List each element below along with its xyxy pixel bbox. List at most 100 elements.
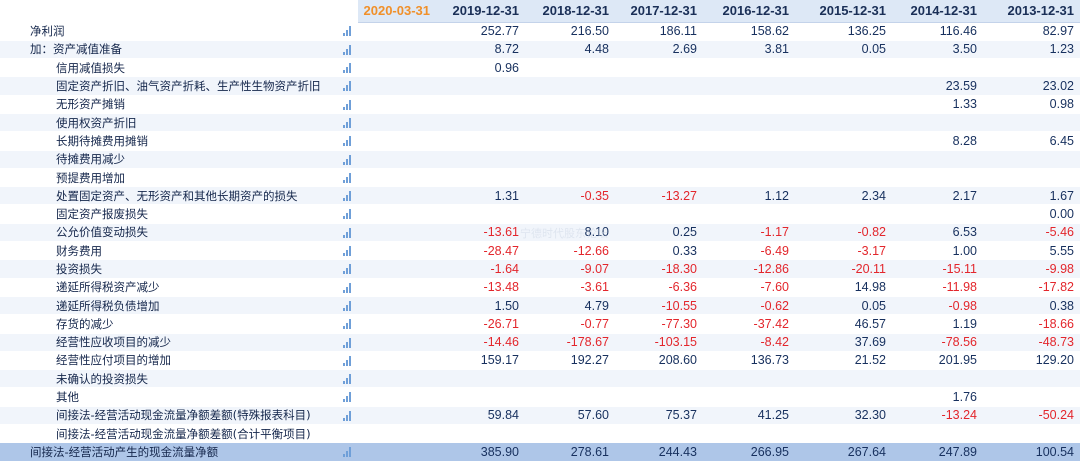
value-cell: -1.17 bbox=[703, 223, 795, 243]
bar-chart-icon[interactable] bbox=[343, 227, 353, 238]
table-row: 净利润 252.77 216.50 186.11 158.62 136.25 116.46 8… bbox=[0, 22, 1080, 41]
value-cell: 8.72 bbox=[436, 40, 525, 60]
bar-chart-icon[interactable] bbox=[343, 355, 353, 366]
value-cell bbox=[436, 131, 525, 151]
value-cell: -9.07 bbox=[525, 259, 615, 279]
value-cell bbox=[615, 76, 703, 96]
date-column-header[interactable]: 2019-12-31 bbox=[436, 0, 525, 23]
bar-chart-icon[interactable] bbox=[343, 136, 353, 147]
value-cell: 0.96 bbox=[436, 58, 525, 78]
value-cell bbox=[892, 150, 983, 169]
bar-chart-icon[interactable] bbox=[343, 300, 353, 311]
bar-chart-icon[interactable] bbox=[343, 81, 353, 92]
row-label-text: 预提费用增加 bbox=[56, 170, 125, 185]
value-cell bbox=[436, 424, 525, 444]
bar-chart-icon[interactable] bbox=[343, 63, 353, 74]
date-column-header[interactable]: 2013-12-31 bbox=[983, 0, 1080, 23]
value-cell bbox=[983, 387, 1080, 407]
value-cell: 3.50 bbox=[892, 40, 983, 60]
bar-chart-icon[interactable] bbox=[343, 172, 353, 183]
date-column-header[interactable]: 2014-12-31 bbox=[892, 0, 983, 23]
row-label-text: 投资损失 bbox=[56, 262, 102, 276]
value-cell bbox=[358, 95, 436, 114]
bar-chart-icon[interactable] bbox=[343, 337, 353, 348]
value-cell: 57.60 bbox=[525, 406, 615, 426]
bar-chart-icon[interactable] bbox=[343, 264, 353, 275]
bar-chart-icon[interactable] bbox=[343, 447, 353, 458]
value-cell bbox=[703, 58, 795, 78]
row-label: 未确认的投资损失 bbox=[0, 369, 358, 389]
date-column-header[interactable]: 2017-12-31 bbox=[615, 0, 703, 23]
bar-chart-icon[interactable] bbox=[343, 392, 353, 403]
value-cell bbox=[358, 150, 436, 169]
value-cell: -6.36 bbox=[615, 278, 703, 297]
table-row: 递延所得税资产减少 -13.48 -3.61 -6.36 -7.60 14.98 -11.9… bbox=[0, 278, 1080, 297]
value-cell: -8.42 bbox=[703, 333, 795, 352]
value-cell: 4.48 bbox=[525, 40, 615, 60]
value-cell bbox=[892, 204, 983, 224]
value-cell: -13.24 bbox=[892, 406, 983, 426]
row-label: 间接法-经营活动产生的现金流量净额 bbox=[0, 442, 358, 462]
value-cell: 0.25 bbox=[615, 223, 703, 243]
bar-chart-icon[interactable] bbox=[343, 246, 353, 257]
value-cell bbox=[436, 168, 525, 188]
date-column-header[interactable]: 2018-12-31 bbox=[525, 0, 615, 23]
bar-chart-icon[interactable] bbox=[343, 319, 353, 330]
bar-chart-icon[interactable] bbox=[343, 154, 353, 165]
value-cell bbox=[525, 424, 615, 444]
table-row: 无形资产摊销 1.33 0.98 bbox=[0, 95, 1080, 114]
value-cell bbox=[358, 369, 436, 389]
table-row: 使用权资产折旧 bbox=[0, 113, 1080, 133]
bar-chart-icon[interactable] bbox=[343, 117, 353, 128]
value-cell: 0.38 bbox=[983, 296, 1080, 316]
row-label-text: 经营性应付项目的增加 bbox=[56, 353, 171, 368]
bar-chart-icon[interactable] bbox=[343, 374, 353, 385]
row-label-text: 公允价值变动损失 bbox=[56, 225, 148, 240]
value-cell: -37.42 bbox=[703, 314, 795, 334]
row-label: 使用权资产折旧 bbox=[0, 113, 358, 133]
value-cell bbox=[795, 387, 892, 407]
value-cell: 0.33 bbox=[615, 241, 703, 261]
value-cell: 4.79 bbox=[525, 296, 615, 316]
value-cell: -77.30 bbox=[615, 314, 703, 334]
row-label-text: 加：资产减值准备 bbox=[30, 42, 122, 57]
table-row: 预提费用增加 bbox=[0, 168, 1080, 188]
bar-chart-icon[interactable] bbox=[343, 282, 353, 293]
bar-chart-icon[interactable] bbox=[343, 99, 353, 110]
table-row: 投资损失 -1.64 -9.07 -18.30 -12.86 -20.11 -15.11 -9… bbox=[0, 259, 1080, 279]
table-row: 固定资产折旧、油气资产折耗、生产性生物资产折旧 23.59 23.02 bbox=[0, 76, 1080, 96]
row-label-text: 处置固定资产、无形资产和其他长期资产的损失 bbox=[56, 188, 298, 203]
row-label: 待摊费用减少 bbox=[0, 150, 358, 169]
table-row: 间接法-经营活动产生的现金流量净额 385.90 278.61 244.43 266.9… bbox=[0, 442, 1080, 462]
value-cell bbox=[358, 131, 436, 151]
value-cell: -18.30 bbox=[615, 259, 703, 279]
value-cell bbox=[525, 168, 615, 188]
bar-chart-icon[interactable] bbox=[343, 209, 353, 220]
value-cell: 1.00 bbox=[892, 241, 983, 261]
row-label: 净利润 bbox=[0, 22, 358, 41]
row-label: 固定资产报废损失 bbox=[0, 204, 358, 224]
value-cell: 37.69 bbox=[795, 333, 892, 352]
bar-chart-icon[interactable] bbox=[343, 44, 353, 55]
table-row: 间接法-经营活动现金流量净额差额(特殊报表科目) 59.84 57.60 75.37 4… bbox=[0, 406, 1080, 426]
date-column-header[interactable]: 2016-12-31 bbox=[703, 0, 795, 23]
value-cell bbox=[436, 387, 525, 407]
row-label: 无形资产摊销 bbox=[0, 95, 358, 114]
date-column-header[interactable]: 2015-12-31 bbox=[795, 0, 892, 23]
value-cell: 1.19 bbox=[892, 314, 983, 334]
row-label: 公允价值变动损失 bbox=[0, 223, 358, 243]
table-row: 递延所得税负债增加 1.50 4.79 -10.55 -0.62 0.05 -0.98 0.3… bbox=[0, 296, 1080, 316]
value-cell: -12.66 bbox=[525, 241, 615, 261]
bar-chart-icon[interactable] bbox=[343, 410, 353, 421]
date-column-header[interactable]: 2020-03-31 bbox=[358, 0, 436, 23]
value-cell bbox=[615, 204, 703, 224]
bar-chart-icon[interactable] bbox=[343, 26, 353, 36]
value-cell: 385.90 bbox=[436, 442, 525, 462]
value-cell: 0.98 bbox=[983, 95, 1080, 114]
value-cell: -50.24 bbox=[983, 406, 1080, 426]
bar-chart-icon[interactable] bbox=[343, 191, 353, 202]
row-label-text: 存货的减少 bbox=[56, 316, 114, 331]
row-label-text: 使用权资产折旧 bbox=[56, 115, 137, 130]
value-cell bbox=[358, 40, 436, 60]
